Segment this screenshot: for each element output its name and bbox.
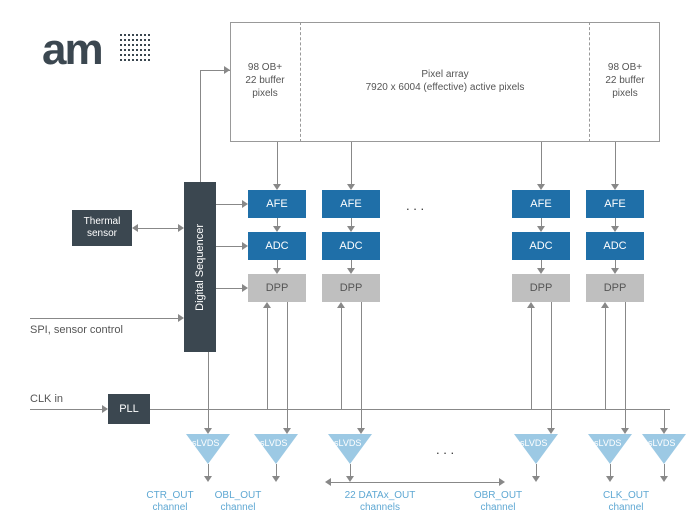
afe-block: AFE — [512, 190, 570, 218]
afe-block: AFE — [322, 190, 380, 218]
slvds-label: sLVDS — [594, 438, 621, 448]
slvds-label: sLVDS — [192, 438, 219, 448]
pixel-ob-left: 98 OB+22 bufferpixels — [230, 61, 300, 100]
adc-block: ADC — [248, 232, 306, 260]
channel-label: OBL_OUTchannel — [193, 490, 283, 514]
channel-label: 22 DATAx_OUTchannels — [335, 490, 425, 514]
slvds-label: sLVDS — [520, 438, 547, 448]
pll-block: PLL — [108, 394, 150, 424]
channel-label: CLK_OUTchannel — [581, 490, 671, 514]
dpp-block: DPP — [248, 274, 306, 302]
spi-label: SPI, sensor control — [30, 324, 123, 336]
afe-block: AFE — [586, 190, 644, 218]
channel-label: OBR_OUTchannel — [453, 490, 543, 514]
columns-ellipsis: . . . — [406, 198, 424, 213]
pixel-array-label: Pixel array7920 x 6004 (effective) activ… — [305, 68, 585, 94]
thermal-sensor: Thermal sensor — [72, 210, 132, 246]
logo: am — [42, 28, 102, 72]
adc-block: ADC — [512, 232, 570, 260]
adc-block: ADC — [586, 232, 644, 260]
pixel-ob-right: 98 OB+22 bufferpixels — [590, 61, 660, 100]
afe-block: AFE — [248, 190, 306, 218]
adc-block: ADC — [322, 232, 380, 260]
clk-in-label: CLK in — [30, 393, 63, 405]
digital-sequencer: Digital Sequencer — [184, 182, 216, 352]
dpp-block: DPP — [512, 274, 570, 302]
slvds-label: sLVDS — [334, 438, 361, 448]
slvds-label: sLVDS — [648, 438, 675, 448]
slvds-label: sLVDS — [260, 438, 287, 448]
dpp-block: DPP — [586, 274, 644, 302]
dpp-block: DPP — [322, 274, 380, 302]
lvds-ellipsis: . . . — [436, 442, 454, 457]
